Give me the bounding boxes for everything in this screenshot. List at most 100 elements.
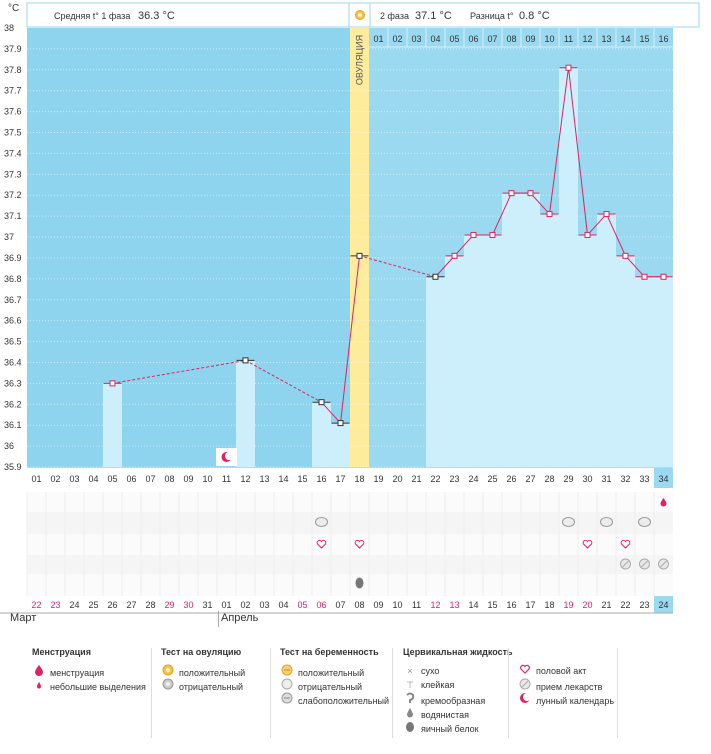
legend-divider — [270, 648, 271, 738]
bbt-chart: Средняя t° 1 фаза 36.3 °C 2 фаза 37.1 °C Раз… — [0, 2, 700, 614]
phase1-background — [27, 28, 350, 467]
y-tick-label: 37.3 — [4, 169, 22, 179]
pill-icon-line — [622, 560, 629, 568]
legend-title: Менструация — [32, 647, 91, 657]
date-label: 06 — [316, 600, 326, 610]
y-tick-label: 37.6 — [4, 107, 22, 117]
legend-item: отрицательный — [161, 678, 245, 692]
y-tick-label: 36.6 — [4, 316, 22, 326]
heart-icon — [620, 539, 631, 549]
legend-item: менструация — [32, 664, 146, 678]
date-label: 08 — [354, 600, 364, 610]
x-baseline — [27, 467, 673, 468]
cycle-day-label: 26 — [506, 474, 516, 484]
y-tick-label: 36.5 — [4, 337, 22, 347]
post-ovulation-day-label: 13 — [601, 34, 611, 44]
current-day-highlight — [654, 468, 673, 488]
cycle-day-label: 19 — [373, 474, 383, 484]
temperature-bar — [464, 234, 483, 467]
date-label: 15 — [487, 600, 497, 610]
legend-item: отрицательный — [280, 678, 389, 692]
date-label: 18 — [544, 600, 554, 610]
cycle-day-label: 34 — [658, 474, 668, 484]
legend-title: Тест на овуляцию — [161, 647, 242, 657]
cervical-watery-icon — [403, 706, 417, 722]
legend-item: × сухо — [403, 664, 513, 678]
legend-other: половой акт прием лекарств лунный календ… — [518, 647, 614, 706]
post-ovulation-day-label: 11 — [564, 34, 573, 44]
cycle-day-label: 27 — [525, 474, 535, 484]
y-tick-label: 37.1 — [4, 211, 22, 221]
cycle-day-label: 13 — [259, 474, 269, 484]
cycle-day-label: 01 — [31, 474, 41, 484]
temperature-point — [565, 64, 572, 71]
y-tick-label: 37.4 — [4, 148, 22, 158]
legend-pregnancy-test: Тест на беременность положительный отриц… — [280, 647, 389, 706]
drop-icon — [32, 664, 46, 680]
y-unit-label: °C — [8, 3, 19, 14]
temperature-point — [356, 252, 363, 259]
legend-item: положительный — [280, 664, 389, 678]
temperature-bar — [635, 276, 654, 467]
temperature-bar — [236, 360, 255, 467]
date-label: 23 — [50, 600, 60, 610]
drop-small-icon — [660, 498, 667, 507]
pregnancy-negative-icon — [280, 678, 294, 694]
cycle-day-label: 14 — [278, 474, 288, 484]
temperature-line — [625, 255, 645, 278]
date-label: 26 — [107, 600, 117, 610]
phase1-avg-label: Средняя t° 1 фаза — [54, 11, 130, 21]
legend-item: лунный календарь — [518, 692, 614, 706]
legend-item: половой акт — [518, 664, 614, 678]
y-tick-label: 36.1 — [4, 420, 22, 430]
date-label: 16 — [506, 600, 516, 610]
date-label: 22 — [620, 600, 630, 610]
pill-icon-line — [641, 560, 648, 568]
cycle-day-label: 02 — [50, 474, 60, 484]
temperature-bar — [502, 193, 521, 467]
temperature-bar — [597, 214, 616, 467]
cervical-creamy-icon — [638, 517, 651, 527]
legend-item: положительный — [161, 664, 245, 678]
post-ovulation-day-label: 03 — [411, 34, 421, 44]
cycle-day-label: 23 — [449, 474, 459, 484]
cycle-day-label: 10 — [202, 474, 212, 484]
temperature-point — [546, 211, 553, 218]
cycle-day-label: 03 — [69, 474, 79, 484]
temperature-line — [549, 67, 569, 215]
legend-title: Тест на беременность — [280, 647, 379, 657]
cycle-day-label: 06 — [126, 474, 136, 484]
post-ovulation-day-label: 14 — [620, 34, 630, 44]
date-label: 09 — [373, 600, 383, 610]
temperature-point — [508, 190, 515, 197]
cycle-day-label: 22 — [430, 474, 440, 484]
temperature-bar — [445, 255, 464, 467]
date-label: 31 — [202, 600, 212, 610]
date-label: 03 — [259, 600, 269, 610]
post-ovulation-day-label: 12 — [582, 34, 592, 44]
phase2-avg-label: 2 фаза — [380, 11, 409, 21]
post-ovulation-day-label: 16 — [658, 34, 668, 44]
heart-icon — [518, 664, 532, 678]
cycle-day-label: 12 — [240, 474, 250, 484]
temperature-line — [340, 255, 360, 424]
cycle-day-label: 07 — [145, 474, 155, 484]
date-label: 23 — [639, 600, 649, 610]
temperature-point — [318, 399, 325, 406]
y-tick-label: 37.8 — [4, 65, 22, 75]
heart-icon — [582, 539, 593, 549]
cycle-day-label: 08 — [164, 474, 174, 484]
ovulation-sun-core — [358, 13, 362, 17]
temperature-bar — [616, 255, 635, 467]
post-ovulation-day-label: 02 — [392, 34, 402, 44]
egg-white-icon — [355, 577, 364, 589]
temperature-point — [603, 211, 610, 218]
temperature-bar — [483, 234, 502, 467]
post-ovulation-day-label: 04 — [430, 34, 440, 44]
month-label-april: Апрель — [221, 612, 259, 624]
y-tick-label: 36.3 — [4, 378, 22, 388]
post-ovulation-day-label: 01 — [373, 34, 383, 44]
temperature-line-dashed — [359, 255, 436, 278]
legend-divider — [508, 648, 509, 738]
cycle-day-label: 09 — [183, 474, 193, 484]
